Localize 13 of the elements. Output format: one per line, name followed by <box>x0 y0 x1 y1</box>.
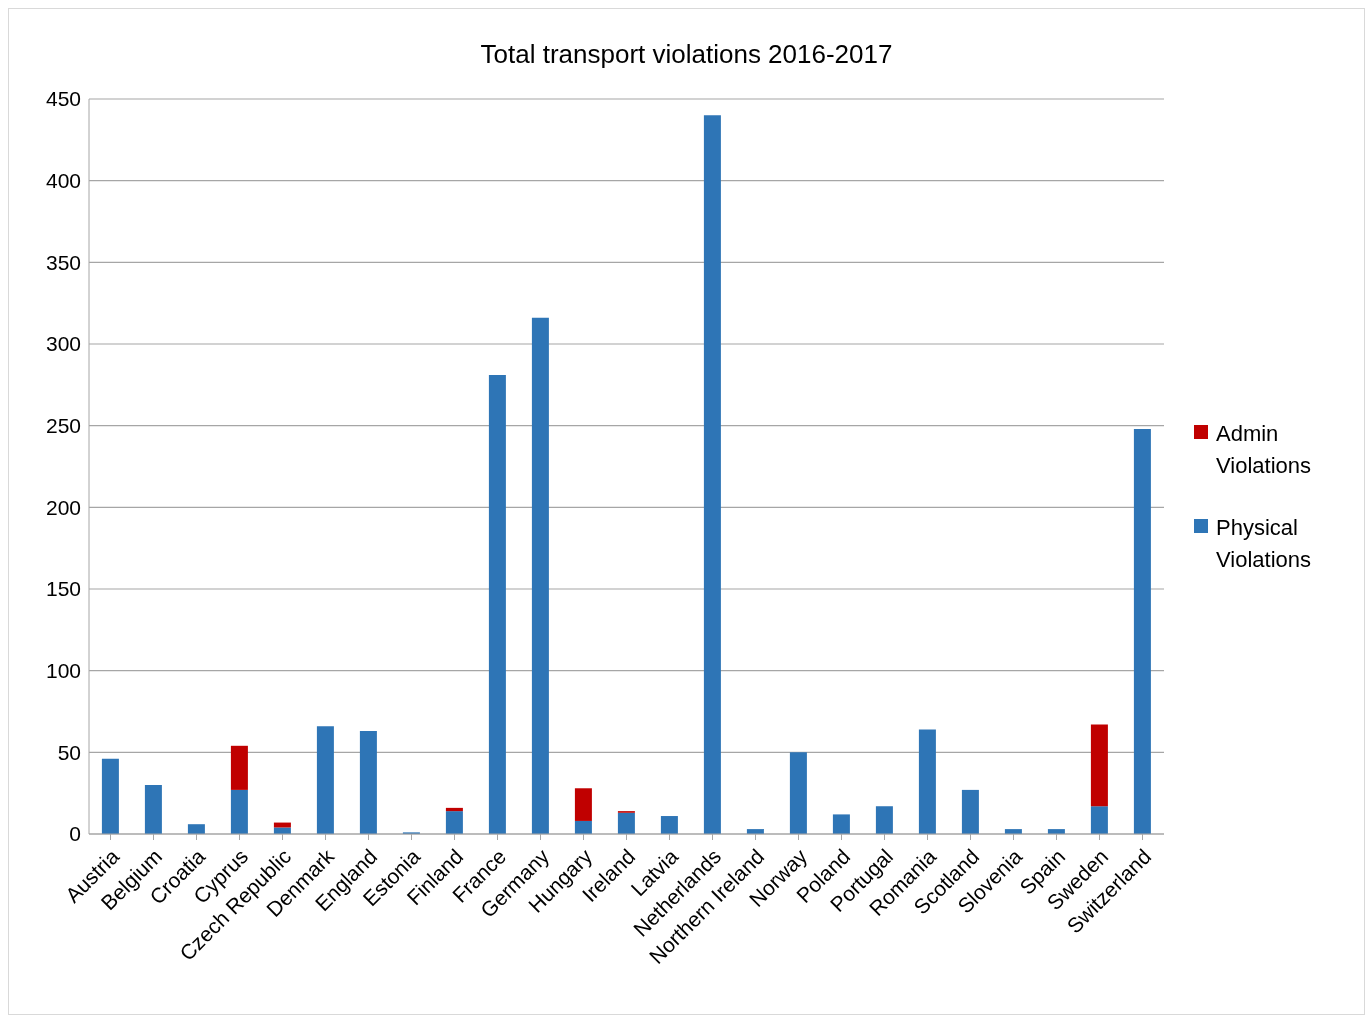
y-tick-label: 150 <box>45 577 81 601</box>
y-tick-label: 0 <box>69 822 81 846</box>
chart-title: Total transport violations 2016-2017 <box>479 39 894 70</box>
y-tick-label: 350 <box>45 250 81 274</box>
y-tick-label: 450 <box>45 87 81 111</box>
legend-label: Admin Violations <box>1216 419 1312 480</box>
y-tick-label: 50 <box>57 740 81 764</box>
y-tick-label: 400 <box>45 169 81 193</box>
y-tick-label: 250 <box>45 414 81 438</box>
legend-label: Physical Violations <box>1216 513 1312 574</box>
y-tick-label: 100 <box>45 659 81 683</box>
y-tick-label: 200 <box>45 495 81 519</box>
y-tick-label: 300 <box>45 332 81 356</box>
